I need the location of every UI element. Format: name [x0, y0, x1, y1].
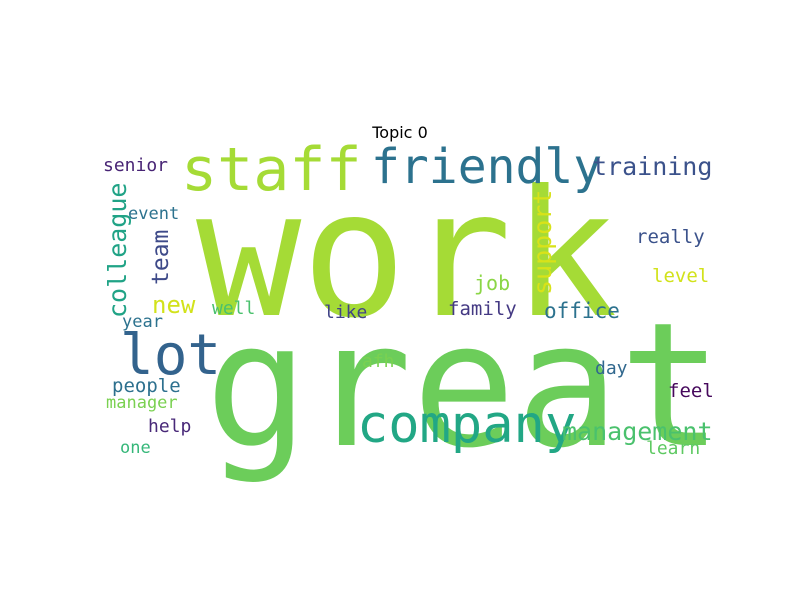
word-new: new	[152, 291, 196, 319]
word-day: day	[595, 358, 628, 379]
word-staff: staff	[181, 135, 362, 205]
word-like: like	[324, 302, 367, 323]
word-team: team	[148, 230, 174, 285]
word-help: help	[148, 416, 191, 437]
word-well: well	[212, 298, 255, 319]
word-company: company	[357, 395, 576, 455]
word-really: really	[636, 226, 705, 248]
word-great: great	[205, 285, 723, 486]
word-people: people	[112, 375, 181, 397]
word-job: job	[474, 271, 510, 295]
word-feel: feel	[668, 380, 714, 402]
word-support: support	[528, 190, 557, 295]
word-colleague: colleague	[103, 183, 132, 318]
word-work: work	[196, 154, 617, 357]
word-event: event	[128, 204, 179, 224]
word-learn: learn	[646, 438, 700, 459]
word-lot: lot	[120, 323, 221, 388]
word-senior: senior	[103, 155, 168, 176]
word-year: year	[122, 312, 163, 332]
word-friendly: friendly	[371, 139, 602, 195]
word-level: level	[652, 265, 709, 287]
word-manager: manager	[106, 393, 178, 413]
word-management: management	[562, 417, 713, 446]
word-afh: afh	[362, 351, 395, 372]
chart-title: Topic 0	[372, 123, 428, 142]
word-family: family	[448, 298, 517, 320]
word-one: one	[120, 438, 151, 458]
word-training: training	[592, 152, 712, 181]
word-office: office	[544, 299, 620, 323]
